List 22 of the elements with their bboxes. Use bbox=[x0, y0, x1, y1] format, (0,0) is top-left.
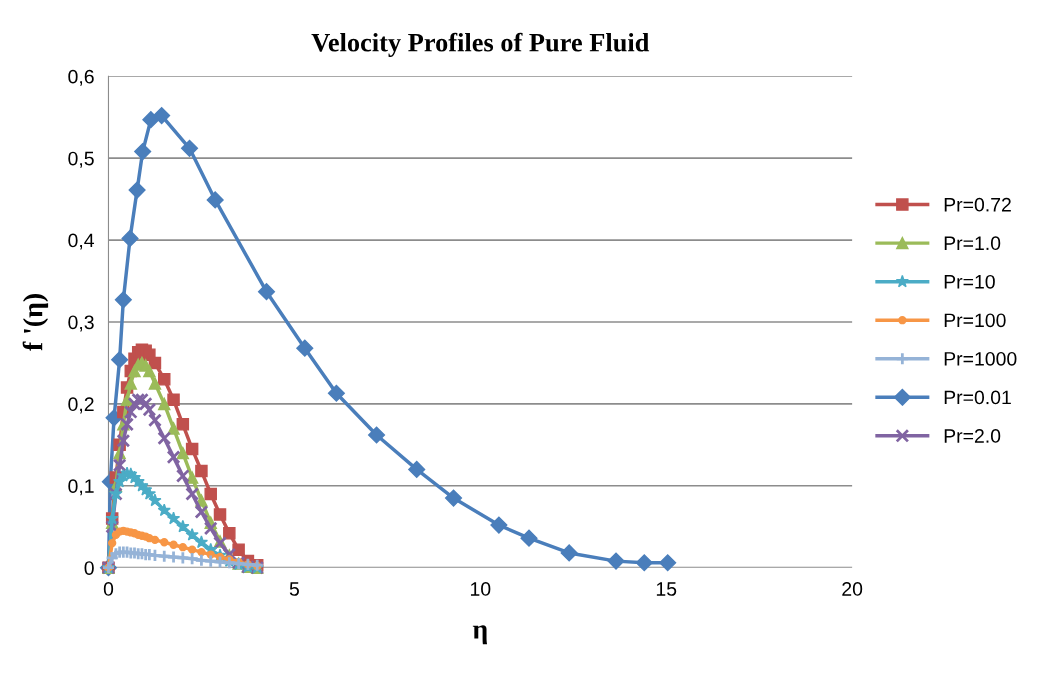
y-axis-title: f '(η) bbox=[22, 294, 49, 351]
y-tick-label: 0,3 bbox=[68, 315, 94, 332]
legend-label: Pr=1.0 bbox=[944, 236, 1001, 251]
x-tick-label: 15 bbox=[656, 582, 677, 596]
x-tick-label: 10 bbox=[470, 582, 491, 596]
chart-title: Velocity Profiles of Pure Fluid bbox=[311, 32, 650, 57]
y-tick-label: 0,6 bbox=[68, 69, 94, 86]
legend-label: Pr=0.72 bbox=[944, 197, 1011, 212]
y-tick-label: 0 bbox=[84, 561, 94, 575]
y-tick-label: 0,1 bbox=[68, 479, 94, 496]
x-axis-title: η bbox=[472, 625, 487, 645]
x-tick-label: 20 bbox=[842, 582, 863, 596]
y-tick-label: 0,2 bbox=[68, 397, 94, 414]
x-tick-label: 5 bbox=[289, 582, 299, 596]
legend-label: Pr=0.01 bbox=[944, 390, 1011, 405]
legend-label: Pr=10 bbox=[944, 274, 995, 289]
y-tick-label: 0,4 bbox=[68, 233, 95, 250]
legend-label: Pr=100 bbox=[944, 313, 1006, 328]
y-tick-label: 0,5 bbox=[68, 151, 94, 168]
legend-label: Pr=1000 bbox=[944, 351, 1017, 366]
legend-label: Pr=2.0 bbox=[944, 429, 1001, 443]
x-tick-label: 0 bbox=[103, 582, 114, 596]
